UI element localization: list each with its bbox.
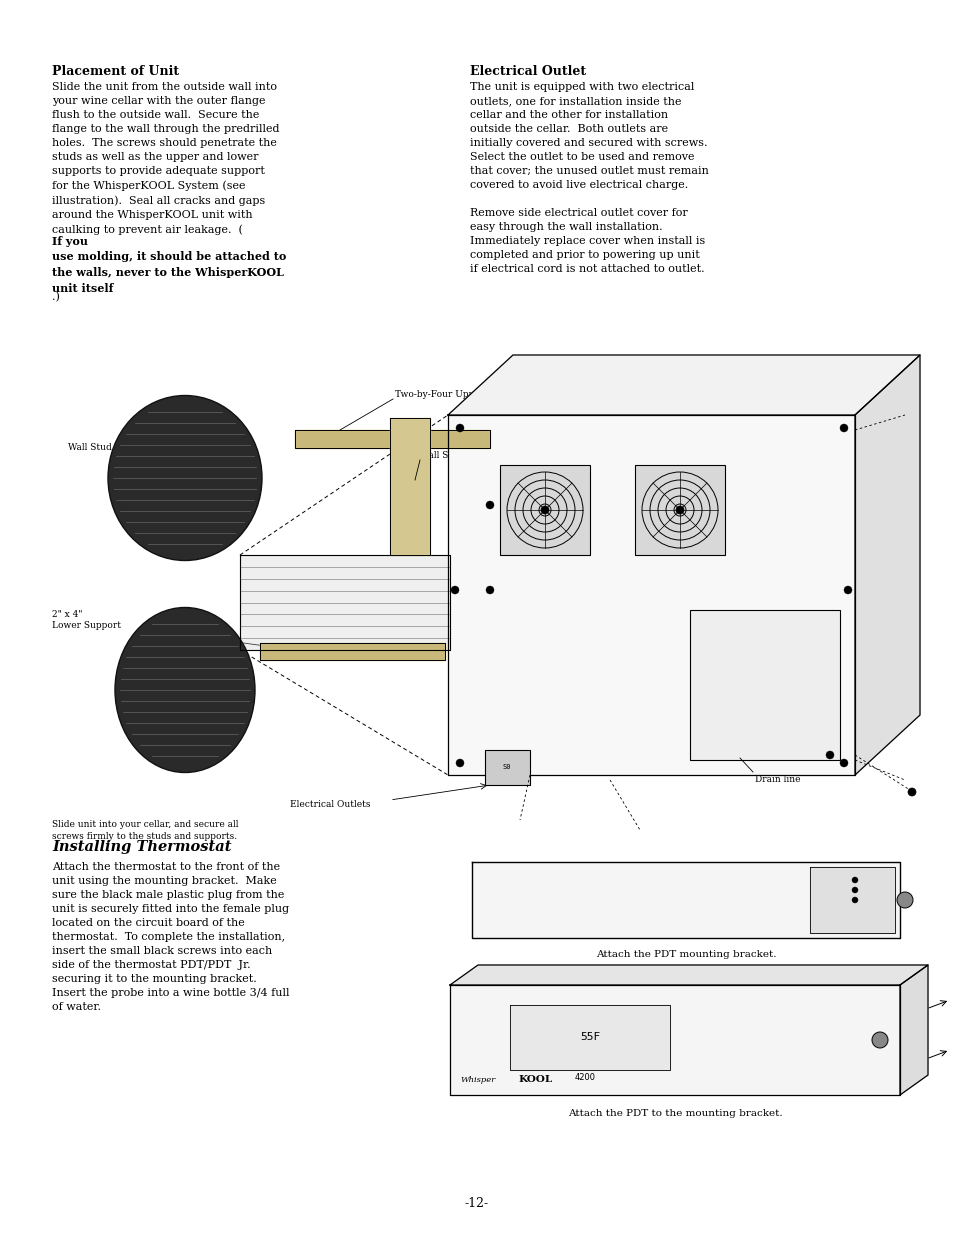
- Bar: [689, 610, 840, 760]
- Text: 55F: 55F: [579, 1032, 599, 1042]
- Text: Slide unit into your cellar, and secure all
screws firmly to the studs and suppo: Slide unit into your cellar, and secure …: [52, 820, 238, 841]
- Text: If you
use molding, it should be attached to
the walls, never to the WhisperKOOL: If you use molding, it should be attache…: [52, 236, 286, 294]
- Circle shape: [840, 424, 847, 432]
- Text: Installing Thermostat: Installing Thermostat: [52, 840, 232, 853]
- Text: Wall Stud: Wall Stud: [68, 443, 112, 452]
- Text: Drain line: Drain line: [754, 776, 800, 784]
- Circle shape: [851, 877, 857, 883]
- Text: Attach the PDT to the mounting bracket.: Attach the PDT to the mounting bracket.: [567, 1109, 781, 1118]
- Bar: [240, 555, 450, 650]
- Circle shape: [843, 585, 851, 594]
- Text: Placement of Unit: Placement of Unit: [52, 65, 179, 78]
- Polygon shape: [854, 354, 919, 776]
- Text: Two-by-Four Upper Support: Two-by-Four Upper Support: [395, 390, 523, 399]
- Circle shape: [485, 585, 494, 594]
- Polygon shape: [510, 1005, 669, 1070]
- Polygon shape: [899, 965, 927, 1095]
- Circle shape: [676, 506, 683, 514]
- Circle shape: [871, 1032, 887, 1049]
- Text: Whisper: Whisper: [459, 1076, 495, 1084]
- Polygon shape: [260, 643, 444, 659]
- Circle shape: [896, 892, 912, 908]
- Circle shape: [840, 760, 847, 767]
- Circle shape: [851, 887, 857, 893]
- Text: Electrical Outlet: Electrical Outlet: [470, 65, 585, 78]
- Polygon shape: [472, 862, 899, 939]
- Text: .): .): [52, 291, 60, 303]
- Text: Slide the unit from the outside wall into
your wine cellar with the outer flange: Slide the unit from the outside wall int…: [52, 82, 279, 235]
- Text: Attach the thermostat to the front of the
unit using the mounting bracket.  Make: Attach the thermostat to the front of th…: [52, 862, 289, 1011]
- Polygon shape: [448, 354, 919, 415]
- Circle shape: [456, 760, 463, 767]
- Text: S0: S0: [502, 764, 511, 769]
- Text: Wall Stud: Wall Stud: [419, 451, 463, 459]
- Text: KOOL: KOOL: [554, 890, 590, 902]
- Ellipse shape: [108, 395, 262, 561]
- Polygon shape: [809, 867, 894, 932]
- Circle shape: [907, 788, 915, 797]
- Polygon shape: [294, 430, 490, 448]
- Text: 4200: 4200: [612, 898, 634, 906]
- Circle shape: [540, 506, 548, 514]
- Circle shape: [825, 751, 833, 760]
- Bar: [484, 750, 530, 785]
- Circle shape: [456, 424, 463, 432]
- Ellipse shape: [115, 608, 254, 773]
- Polygon shape: [448, 415, 854, 776]
- Text: KOOL: KOOL: [517, 1076, 552, 1084]
- Circle shape: [485, 501, 494, 509]
- Text: Attach the PDT mounting bracket.: Attach the PDT mounting bracket.: [595, 950, 776, 960]
- Text: The unit is equipped with two electrical
outlets, one for installation inside th: The unit is equipped with two electrical…: [470, 82, 708, 274]
- Bar: [635, 466, 724, 555]
- Text: Electrical Outlets: Electrical Outlets: [290, 800, 370, 809]
- Polygon shape: [450, 965, 927, 986]
- Text: 2" x 4"
Lower Support: 2" x 4" Lower Support: [52, 610, 121, 630]
- Circle shape: [451, 585, 458, 594]
- Polygon shape: [450, 986, 899, 1095]
- Circle shape: [851, 897, 857, 903]
- Text: Whisper: Whisper: [492, 892, 529, 900]
- Polygon shape: [390, 417, 430, 555]
- Text: 4200: 4200: [575, 1073, 596, 1083]
- Bar: [499, 466, 589, 555]
- Text: -12-: -12-: [464, 1197, 489, 1210]
